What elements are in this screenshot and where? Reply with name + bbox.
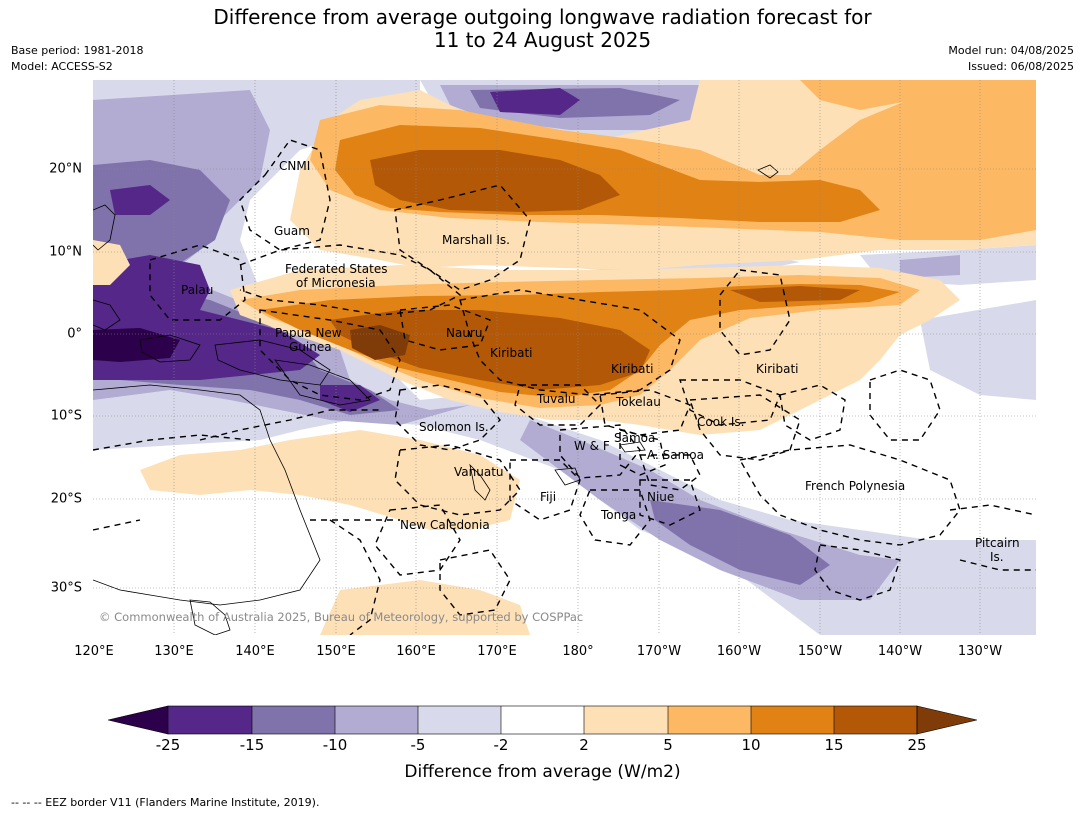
colorbar-title: Difference from average (W/m2) [404, 762, 681, 782]
graticule [93, 80, 1036, 635]
label-cnmi: CNMI [279, 159, 310, 173]
label-png-line1: Papua New [275, 326, 342, 340]
label-new-caledonia: New Caledonia [400, 518, 490, 532]
colorbar-extend-low [107, 705, 169, 735]
colorbar-tick: -15 [239, 736, 265, 754]
meta-left: Base period: 1981-2018 Model: ACCESS-S2 [11, 43, 143, 75]
lat-label: 10°N [49, 244, 82, 260]
label-marshall-is: Marshall Is. [442, 233, 510, 247]
label-french-polynesia: French Polynesia [805, 479, 905, 493]
place-labels: CNMI Guam Marshall Is. Federated States … [181, 159, 1020, 564]
lon-label: 120°E [74, 644, 114, 659]
issued-date: Issued: 06/08/2025 [967, 60, 1074, 73]
colorbar-tick: 2 [579, 736, 589, 754]
label-tuvalu: Tuvalu [536, 392, 576, 406]
anomaly-field: CNMI Guam Marshall Is. Federated States … [93, 80, 1036, 635]
model-name: Model: ACCESS-S2 [11, 60, 113, 73]
colorbar-bin [168, 706, 252, 734]
label-wallis-futuna: W & F [574, 439, 610, 453]
colorbar-extend-high [916, 705, 978, 735]
colorbar-bin [668, 706, 751, 734]
colorbar-bin [584, 706, 668, 734]
colorbar-bin [751, 706, 834, 734]
label-nauru: Nauru [446, 326, 482, 340]
lon-label: 130°W [957, 644, 1003, 659]
label-samoa: Samoa [614, 431, 655, 445]
colorbar-frame [167, 705, 918, 735]
colorbar-tick: -10 [322, 736, 348, 754]
title-line-1: Difference from average outgoing longwav… [213, 5, 872, 29]
label-niue: Niue [647, 490, 674, 504]
lon-label: 160°W [716, 644, 762, 659]
label-fsm-line1: Federated States [285, 262, 387, 276]
map-title: Difference from average outgoing longwav… [0, 6, 1085, 52]
lon-label: 170°W [636, 644, 682, 659]
colorbar-bin [834, 706, 917, 734]
colorbar-tick: 5 [663, 736, 673, 754]
lon-label: 140°E [235, 644, 275, 659]
label-solomon-is: Solomon Is. [419, 420, 489, 434]
colorbar-bin [335, 706, 418, 734]
label-pitcairn-line1: Pitcairn [975, 536, 1020, 550]
label-png-line2: Guinea [289, 340, 332, 354]
colorbar-bin [418, 706, 501, 734]
colorbar-bin [252, 706, 335, 734]
title-line-2: 11 to 24 August 2025 [433, 28, 652, 52]
meta-right: Model run: 04/08/2025 Issued: 06/08/2025 [948, 43, 1074, 75]
label-fiji: Fiji [540, 490, 556, 504]
eez-footnote: -- -- -- EEZ border V11 (Flanders Marine… [11, 796, 320, 809]
lat-label: 20°N [49, 161, 82, 177]
lon-label: 160°E [396, 644, 436, 659]
colorbar-tick: -2 [493, 736, 509, 754]
copyright-notice: © Commonwealth of Australia 2025, Bureau… [99, 610, 583, 624]
label-palau: Palau [181, 283, 213, 297]
label-vanuatu: Vanuatu [454, 465, 504, 479]
label-kiribati-central: Kiribati [611, 362, 653, 376]
lon-label: 140°W [877, 644, 923, 659]
colorbar-tick: 25 [907, 736, 927, 754]
colorbar-bin [501, 706, 584, 734]
base-period: Base period: 1981-2018 [11, 44, 144, 57]
coastlines [93, 164, 779, 635]
lat-label: 10°S [50, 408, 82, 424]
label-fsm-line2: of Micronesia [296, 276, 376, 290]
lon-label: 170°E [477, 644, 517, 659]
label-cook-is: Cook Is. [697, 415, 744, 429]
lat-label: 30°S [50, 580, 82, 596]
label-guam: Guam [274, 224, 310, 238]
eez-borders [93, 139, 1036, 635]
colorbar-tick: 15 [824, 736, 844, 754]
lon-label: 150°E [316, 644, 356, 659]
lon-label: 150°W [797, 644, 843, 659]
colorbar [107, 705, 978, 735]
colorbar-tick: -25 [155, 736, 181, 754]
lat-label: 20°S [50, 491, 82, 507]
lon-label: 180° [562, 644, 594, 659]
label-tokelau: Tokelau [615, 395, 661, 409]
model-run: Model run: 04/08/2025 [948, 44, 1074, 57]
lon-label: 130°E [154, 644, 194, 659]
label-kiribati-west: Kiribati [490, 346, 532, 360]
label-tonga: Tonga [600, 508, 636, 522]
colorbar-tick: 10 [741, 736, 761, 754]
label-kiribati-east: Kiribati [756, 362, 798, 376]
label-pitcairn-line2: Is. [990, 550, 1004, 564]
lat-label: 0° [67, 326, 82, 342]
label-american-samoa: A. Samoa [647, 448, 704, 462]
colorbar-tick: -5 [410, 736, 426, 754]
